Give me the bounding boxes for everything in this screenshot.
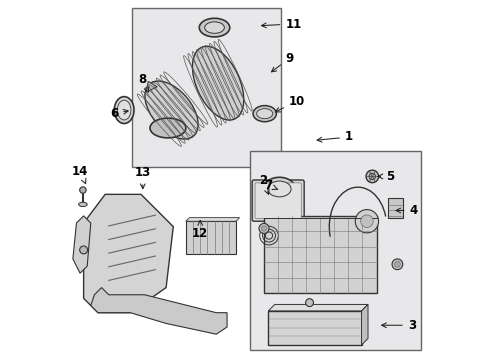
FancyBboxPatch shape: [255, 183, 301, 219]
Polygon shape: [73, 216, 91, 273]
Text: 10: 10: [275, 95, 305, 112]
Ellipse shape: [306, 299, 314, 307]
Polygon shape: [147, 81, 157, 92]
Ellipse shape: [150, 118, 186, 138]
Text: 2: 2: [259, 174, 269, 194]
Ellipse shape: [259, 224, 269, 233]
Ellipse shape: [80, 246, 88, 254]
Ellipse shape: [199, 18, 230, 37]
Ellipse shape: [80, 187, 86, 193]
Bar: [250, 151, 421, 350]
FancyBboxPatch shape: [252, 180, 304, 221]
Text: 13: 13: [135, 166, 151, 189]
Ellipse shape: [392, 259, 403, 270]
Polygon shape: [186, 218, 240, 221]
Ellipse shape: [205, 22, 224, 33]
Text: 9: 9: [271, 51, 294, 72]
Polygon shape: [91, 288, 227, 334]
Ellipse shape: [394, 261, 400, 267]
Ellipse shape: [78, 202, 87, 207]
Text: 12: 12: [192, 221, 208, 240]
Text: 11: 11: [262, 18, 301, 31]
Bar: [269, 311, 362, 345]
Ellipse shape: [261, 226, 267, 231]
Polygon shape: [84, 194, 173, 313]
Ellipse shape: [369, 173, 375, 180]
Ellipse shape: [253, 105, 276, 122]
Text: 8: 8: [139, 73, 148, 92]
Ellipse shape: [145, 81, 198, 139]
Text: 4: 4: [396, 204, 417, 217]
Ellipse shape: [117, 100, 131, 120]
Text: 14: 14: [72, 165, 88, 184]
Text: 3: 3: [382, 319, 416, 332]
Bar: [388, 198, 403, 218]
Bar: [132, 8, 281, 167]
Polygon shape: [269, 305, 368, 311]
Ellipse shape: [257, 109, 273, 119]
Bar: [186, 221, 236, 253]
Ellipse shape: [114, 96, 134, 123]
Ellipse shape: [263, 177, 295, 201]
Ellipse shape: [361, 215, 373, 228]
Ellipse shape: [355, 210, 379, 233]
Ellipse shape: [193, 46, 244, 120]
Ellipse shape: [268, 181, 291, 197]
Ellipse shape: [366, 170, 379, 183]
Text: 5: 5: [378, 170, 394, 183]
Polygon shape: [362, 305, 368, 345]
Text: 6: 6: [110, 107, 128, 120]
Bar: [264, 216, 377, 293]
Text: 7: 7: [264, 179, 278, 192]
Text: 1: 1: [317, 130, 353, 144]
